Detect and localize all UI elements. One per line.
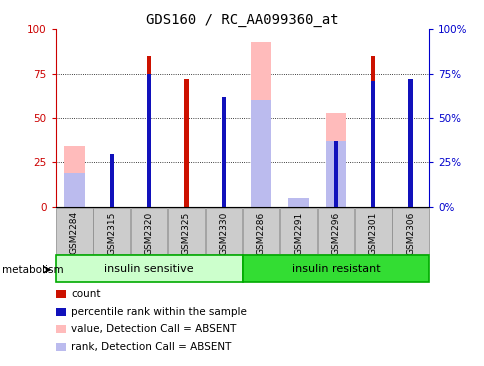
Bar: [221, 97, 226, 207]
Bar: [147, 56, 151, 207]
Text: rank, Detection Call = ABSENT: rank, Detection Call = ABSENT: [71, 342, 231, 352]
Bar: [168, 208, 204, 254]
Bar: [354, 208, 391, 254]
Bar: [64, 146, 85, 207]
Text: GSM2296: GSM2296: [331, 211, 340, 254]
Bar: [317, 208, 353, 254]
Bar: [56, 208, 92, 254]
Bar: [221, 102, 226, 207]
Bar: [109, 154, 114, 207]
Text: insulin sensitive: insulin sensitive: [104, 264, 194, 274]
Text: metabolism: metabolism: [2, 265, 64, 275]
Bar: [93, 208, 130, 254]
Bar: [242, 208, 279, 254]
Text: count: count: [71, 289, 101, 299]
Bar: [280, 208, 316, 254]
Text: GSM2301: GSM2301: [368, 211, 377, 255]
Bar: [109, 154, 114, 207]
Text: percentile rank within the sample: percentile rank within the sample: [71, 307, 247, 317]
Bar: [370, 81, 375, 207]
Text: GSM2291: GSM2291: [293, 211, 302, 254]
Text: GSM2286: GSM2286: [256, 211, 265, 254]
Bar: [370, 56, 375, 207]
Bar: [325, 113, 346, 207]
Text: GSM2284: GSM2284: [70, 211, 79, 254]
Text: GSM2315: GSM2315: [107, 211, 116, 255]
Bar: [131, 208, 167, 254]
Bar: [242, 255, 428, 282]
Bar: [333, 141, 337, 207]
Text: GSM2320: GSM2320: [144, 211, 153, 254]
Bar: [325, 141, 346, 207]
Bar: [408, 79, 412, 207]
Bar: [56, 255, 242, 282]
Bar: [287, 198, 308, 207]
Title: GDS160 / RC_AA099360_at: GDS160 / RC_AA099360_at: [146, 13, 338, 27]
Bar: [250, 42, 271, 207]
Text: insulin resistant: insulin resistant: [291, 264, 379, 274]
Text: value, Detection Call = ABSENT: value, Detection Call = ABSENT: [71, 324, 236, 335]
Bar: [205, 208, 242, 254]
Bar: [147, 74, 151, 207]
Bar: [392, 208, 428, 254]
Text: GSM2306: GSM2306: [405, 211, 414, 255]
Bar: [250, 100, 271, 207]
Bar: [64, 173, 85, 207]
Text: GSM2325: GSM2325: [182, 211, 191, 254]
Text: GSM2330: GSM2330: [219, 211, 228, 255]
Bar: [408, 79, 412, 207]
Bar: [184, 79, 188, 207]
